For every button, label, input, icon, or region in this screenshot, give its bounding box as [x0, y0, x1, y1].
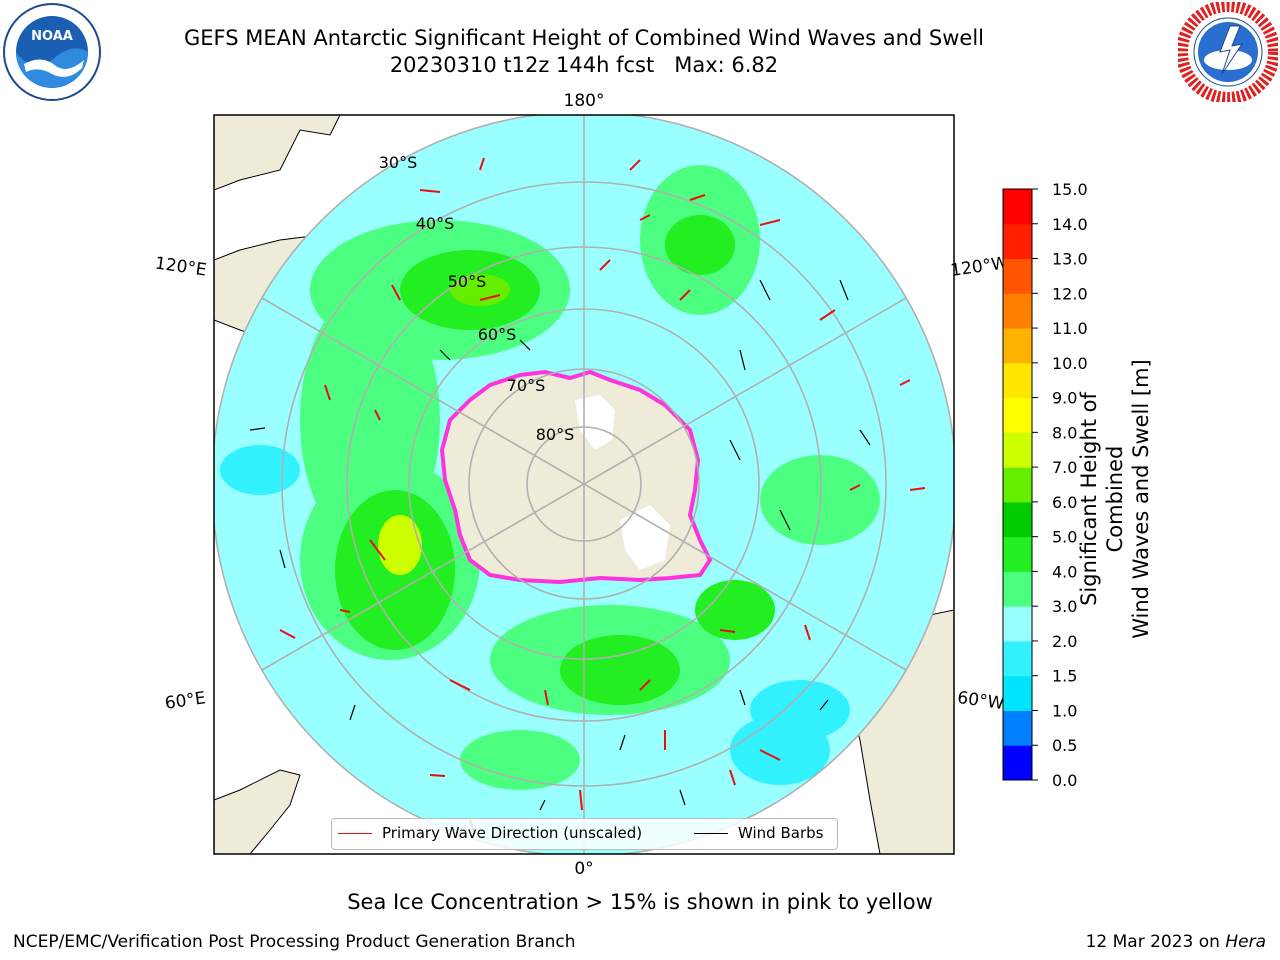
colorbar-tick-label: 10.0 — [1052, 354, 1088, 373]
colorbar-tick-label: 7.0 — [1052, 458, 1077, 477]
colorbar-tick-label: 15.0 — [1052, 180, 1088, 199]
lat-label-70s: 70°S — [507, 376, 546, 395]
lon-label-180: 180° — [564, 91, 605, 111]
lon-label-60e: 60°E — [164, 688, 207, 713]
colorbar-segment — [1003, 640, 1032, 677]
chart-subtitle: 20230310 t12z 144h fcst Max: 6.82 — [389, 53, 779, 77]
colorbar-tick-label: 3.0 — [1052, 597, 1077, 616]
lon-label-60w: 60°W — [956, 688, 1005, 714]
footer-branch: NCEP/EMC/Verification Post Processing Pr… — [13, 932, 576, 952]
lon-label-120e: 120°E — [154, 254, 208, 281]
graticule — [214, 115, 954, 854]
colorbar-segment — [1003, 710, 1032, 746]
wind-barbs — [249, 279, 871, 811]
colorbar-tick-label: 1.5 — [1052, 667, 1077, 686]
colorbar-tick-label: 5.0 — [1052, 528, 1077, 547]
colorbar: 0.0 0.5 1.0 1.5 2.0 3.0 4.0 5.0 6.0 7.0 8.0 9.0 10.0… — [1002, 180, 1088, 790]
legend-label-wave-direction: Primary Wave Direction (unscaled) — [382, 824, 643, 842]
legend-label-wind-barbs: Wind Barbs — [738, 824, 824, 842]
noaa-logo-text: NOAA — [31, 29, 73, 44]
footer-date-text: 12 Mar 2023 on — [1085, 932, 1220, 952]
colorbar-segment — [1003, 606, 1032, 642]
lat-label-80s: 80°S — [536, 425, 575, 444]
colorbar-segment — [1003, 328, 1032, 364]
colorbar-label-line1: Significant Height of Combined — [1077, 392, 1127, 606]
map-legend: Primary Wave Direction (unscaled) Wind B… — [331, 818, 838, 850]
colorbar-tick-label: 0.5 — [1052, 736, 1077, 755]
colorbar-tick-label: 13.0 — [1052, 250, 1088, 269]
footer-date: 12 Mar 2023 on Hera — [1086, 932, 1266, 952]
lat-label-50s: 50°S — [448, 272, 487, 291]
legend-item-wind-barbs: Wind Barbs — [694, 824, 823, 842]
colorbar-segment — [1003, 501, 1032, 538]
colorbar-label-line2: Wind Waves and Swell [m] — [1129, 359, 1153, 639]
colorbar-tick-label: 11.0 — [1052, 319, 1088, 338]
colorbar-tick-label: 1.0 — [1052, 701, 1077, 720]
footer-machine: Hera — [1225, 932, 1266, 952]
chart-title: GEFS MEAN Antarctic Significant Height o… — [183, 26, 985, 50]
colorbar-segment — [1003, 745, 1032, 781]
colorbar-tick-label: 12.0 — [1052, 284, 1088, 303]
colorbar-tick-label: 8.0 — [1052, 423, 1077, 442]
colorbar-tick-label: 2.0 — [1052, 632, 1077, 651]
colorbar-segment — [1003, 362, 1032, 399]
lat-label-40s: 40°S — [416, 214, 455, 233]
colorbar-tick-label: 14.0 — [1052, 215, 1088, 234]
colorbar-segment — [1003, 571, 1032, 607]
colorbar-segment — [1003, 467, 1032, 503]
nws-logo — [1178, 2, 1278, 102]
colorbar-segment — [1003, 432, 1032, 468]
colorbar-label: Significant Height of Combined Wind Wave… — [1076, 359, 1154, 639]
colorbar-segment — [1003, 258, 1032, 294]
lat-label-30s: 30°S — [379, 153, 418, 172]
colorbar-segment — [1003, 397, 1032, 433]
colorbar-tick-label: 4.0 — [1052, 562, 1077, 581]
lon-label-0: 0° — [574, 859, 593, 879]
colorbar-tick-label: 0.0 — [1052, 771, 1077, 790]
colorbar-segment — [1003, 223, 1032, 260]
colorbar-tick-label: 6.0 — [1052, 493, 1077, 512]
colorbar-tick-label: 9.0 — [1052, 389, 1077, 408]
lat-label-60s: 60°S — [478, 325, 517, 344]
colorbar-frame — [1002, 188, 1033, 781]
legend-swatch-wave-direction — [338, 833, 372, 834]
colorbar-segment — [1003, 189, 1032, 225]
map-frame — [213, 114, 955, 855]
australia-land — [214, 115, 341, 191]
lon-label-120w: 120°W — [949, 253, 1009, 281]
legend-item-wave-direction: Primary Wave Direction (unscaled) — [338, 824, 642, 842]
colorbar-segment — [1003, 675, 1032, 711]
colorbar-segment — [1003, 293, 1032, 329]
sea-ice-note: Sea Ice Concentration > 15% is shown in … — [347, 890, 933, 914]
africa-land — [214, 769, 301, 854]
noaa-logo: NOAA — [3, 3, 101, 101]
colorbar-segment — [1003, 536, 1032, 572]
wave-arrows — [279, 157, 926, 836]
legend-swatch-wind-barbs — [694, 833, 728, 834]
